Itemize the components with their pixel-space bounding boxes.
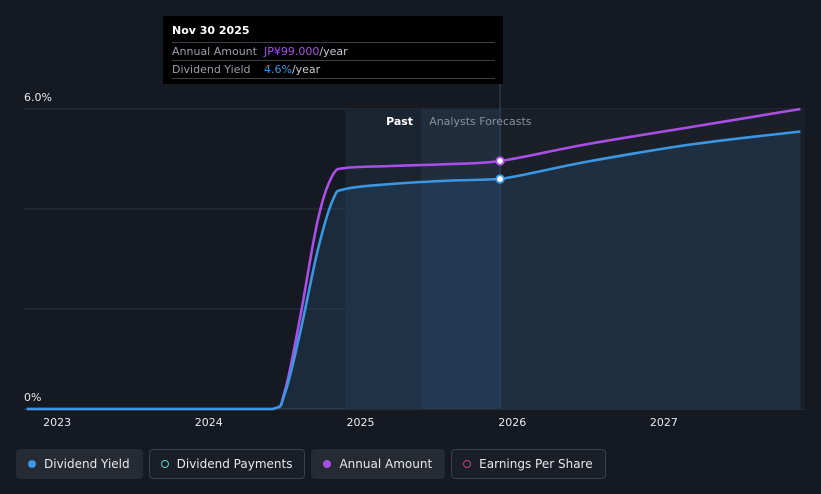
legend-annual-amount-label: Annual Amount: [339, 457, 433, 471]
dividend-yield-area: [26, 131, 801, 409]
past-region-highlight: [421, 109, 501, 409]
legend-dividend-payments[interactable]: Dividend Payments: [148, 449, 306, 479]
chart-labels: 6.0% 0%2023 2024 2025 2026 2027 Past Analysts F…: [24, 91, 678, 429]
past-region-label: Past: [386, 115, 413, 128]
x-tick-label: 2026: [498, 416, 526, 429]
tooltip-row-dividend-yield: Dividend Yield 4.6%/year: [172, 60, 495, 79]
past-region: [345, 109, 422, 409]
y-tick-label-bottom: 0%: [24, 391, 41, 404]
chart-legend: Dividend Yield Dividend Payments Annual …: [16, 449, 606, 479]
chart-markers: [495, 156, 505, 184]
dividend-yield-line: [26, 130, 801, 411]
tooltip-dividend-yield-label: Dividend Yield: [172, 63, 251, 76]
legend-dividend-yield[interactable]: Dividend Yield: [16, 449, 143, 479]
legend-earnings-per-share-ring-icon: [463, 460, 472, 468]
legend-dividend-payments-label: Dividend Payments: [176, 457, 293, 471]
x-tick-label: 2027: [650, 416, 678, 429]
chart-tooltip: Nov 30 2025 Annual Amount JP¥99.000/year…: [163, 16, 503, 84]
legend-dividend-yield-label: Dividend Yield: [44, 457, 130, 471]
x-tick-label: 2025: [347, 416, 375, 429]
tooltip-annual-amount-label: Annual Amount: [172, 45, 257, 58]
legend-earnings-per-share[interactable]: Earnings Per Share: [451, 449, 606, 479]
legend-earnings-per-share-label: Earnings Per Share: [479, 457, 593, 471]
tooltip-date: Nov 30 2025: [172, 24, 250, 37]
forecast-region: [500, 109, 805, 409]
tooltip-row-annual-amount: Annual Amount JP¥99.000/year: [172, 42, 495, 60]
chart-regions: [345, 16, 805, 409]
tooltip-annual-amount-unit: /year: [319, 45, 348, 58]
tooltip-dividend-yield-value: 4.6%: [264, 63, 292, 76]
forecast-region-label: Analysts Forecasts: [429, 115, 532, 128]
chart-areas: [26, 131, 801, 409]
legend-annual-amount-dot-icon: [323, 460, 332, 468]
x-tick-label: 2023: [43, 416, 71, 429]
annual-amount-marker: [495, 156, 505, 166]
y-tick-label-top: 6.0%: [24, 91, 52, 104]
x-tick-label: 2024: [195, 416, 223, 429]
legend-annual-amount[interactable]: Annual Amount: [311, 449, 446, 479]
legend-dividend-payments-ring-icon: [160, 460, 169, 468]
dividend-yield-marker: [495, 174, 505, 184]
legend-dividend-yield-dot-icon: [28, 460, 36, 468]
tooltip-dividend-yield-unit: /year: [291, 63, 321, 76]
chart-lines: [26, 107, 801, 411]
tooltip-annual-amount-value: JP¥99.000: [264, 45, 320, 58]
